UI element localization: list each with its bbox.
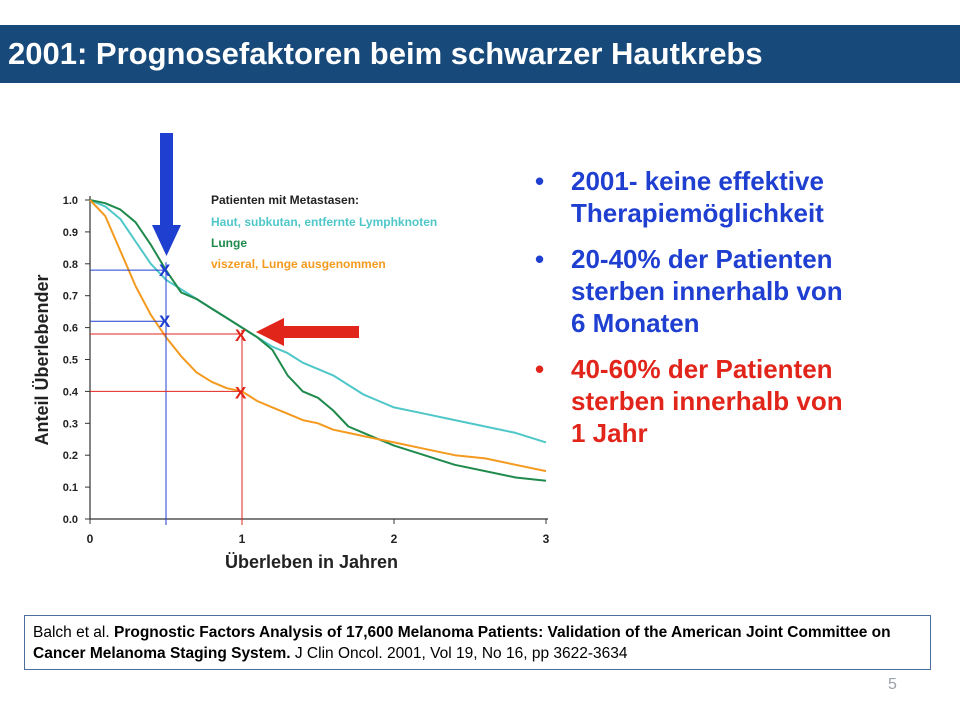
slide-title: 2001: Prognosefaktoren beim schwarzer Ha… — [8, 36, 763, 71]
bullet-list: • 2001- keine effektive Therapiemöglichk… — [535, 165, 950, 463]
left-arrow-shaft — [283, 326, 359, 338]
bullet-dot: • — [535, 244, 545, 274]
y-tick-label: 1.0 — [63, 195, 78, 207]
citation-journal: J Clin Oncol. 2001, Vol 19, No 16, pp 36… — [294, 645, 628, 662]
bullet-item: • 40-60% der Patienten sterben innerhalb… — [535, 353, 950, 449]
down-arrow-shaft — [160, 133, 173, 225]
y-tick-label: 0.5 — [63, 355, 78, 367]
y-tick-label: 0.7 — [63, 291, 78, 303]
y-tick-label: 0.0 — [63, 514, 78, 526]
series-line — [89, 199, 547, 482]
down-arrow-head — [152, 225, 181, 256]
legend-title: Patienten mit Metastasen: — [211, 193, 359, 207]
x-tick-label: 2 — [391, 532, 398, 546]
bullet-text: 40-60% der Patienten sterben innerhalb v… — [571, 354, 843, 448]
title-bar: 2001: Prognosefaktoren beim schwarzer Ha… — [0, 25, 960, 83]
red-x-marker: X — [235, 326, 247, 345]
y-tick-label: 0.9 — [63, 227, 78, 239]
blue-x-marker: X — [159, 312, 171, 331]
citation-title: Prognostic Factors Analysis of 17,600 Me… — [33, 624, 891, 662]
y-tick-label: 0.2 — [63, 450, 78, 462]
bullet-item: • 2001- keine effektive Therapiemöglichk… — [535, 165, 950, 229]
y-tick-label: 0.6 — [63, 323, 78, 335]
blue-x-marker: X — [159, 261, 171, 280]
legend-entry: Lunge — [211, 236, 247, 250]
x-tick-label: 1 — [239, 532, 246, 546]
bullet-dot: • — [535, 166, 545, 196]
series-line — [89, 199, 547, 444]
citation-box: Balch et al. Prognostic Factors Analysis… — [24, 615, 931, 670]
y-axis-title: Anteil Überlebender — [32, 274, 52, 445]
x-tick-label: 3 — [543, 532, 550, 546]
x-tick-label: 0 — [87, 532, 94, 546]
y-tick-label: 0.4 — [63, 386, 79, 398]
y-tick-label: 0.8 — [63, 259, 78, 271]
survival-chart: 0.0 0.1 0.2 0.3 0.4 0.5 0.6 0.7 0.8 0.9 1.0 0 1 2 3 Übe… — [32, 133, 550, 572]
bullet-dot: • — [535, 354, 545, 384]
page-number: 5 — [888, 676, 897, 693]
bullet-text: 20-40% der Patienten sterben innerhalb v… — [571, 244, 843, 338]
red-x-marker: X — [235, 383, 247, 402]
y-tick-label: 0.1 — [63, 482, 78, 494]
legend-entry: viszeral, Lunge ausgenommen — [211, 257, 386, 271]
x-axis-title: Überleben in Jahren — [225, 552, 398, 572]
citation-authors: Balch et al. — [33, 624, 110, 641]
bullet-item: • 20-40% der Patienten sterben innerhalb… — [535, 243, 950, 339]
series-line — [89, 199, 547, 473]
y-tick-label: 0.3 — [63, 418, 78, 430]
left-arrow-head — [256, 318, 284, 346]
bullet-text: 2001- keine effektive Therapiemöglichkei… — [571, 166, 824, 228]
legend-entry: Haut, subkutan, entfernte Lymphknoten — [211, 215, 437, 229]
